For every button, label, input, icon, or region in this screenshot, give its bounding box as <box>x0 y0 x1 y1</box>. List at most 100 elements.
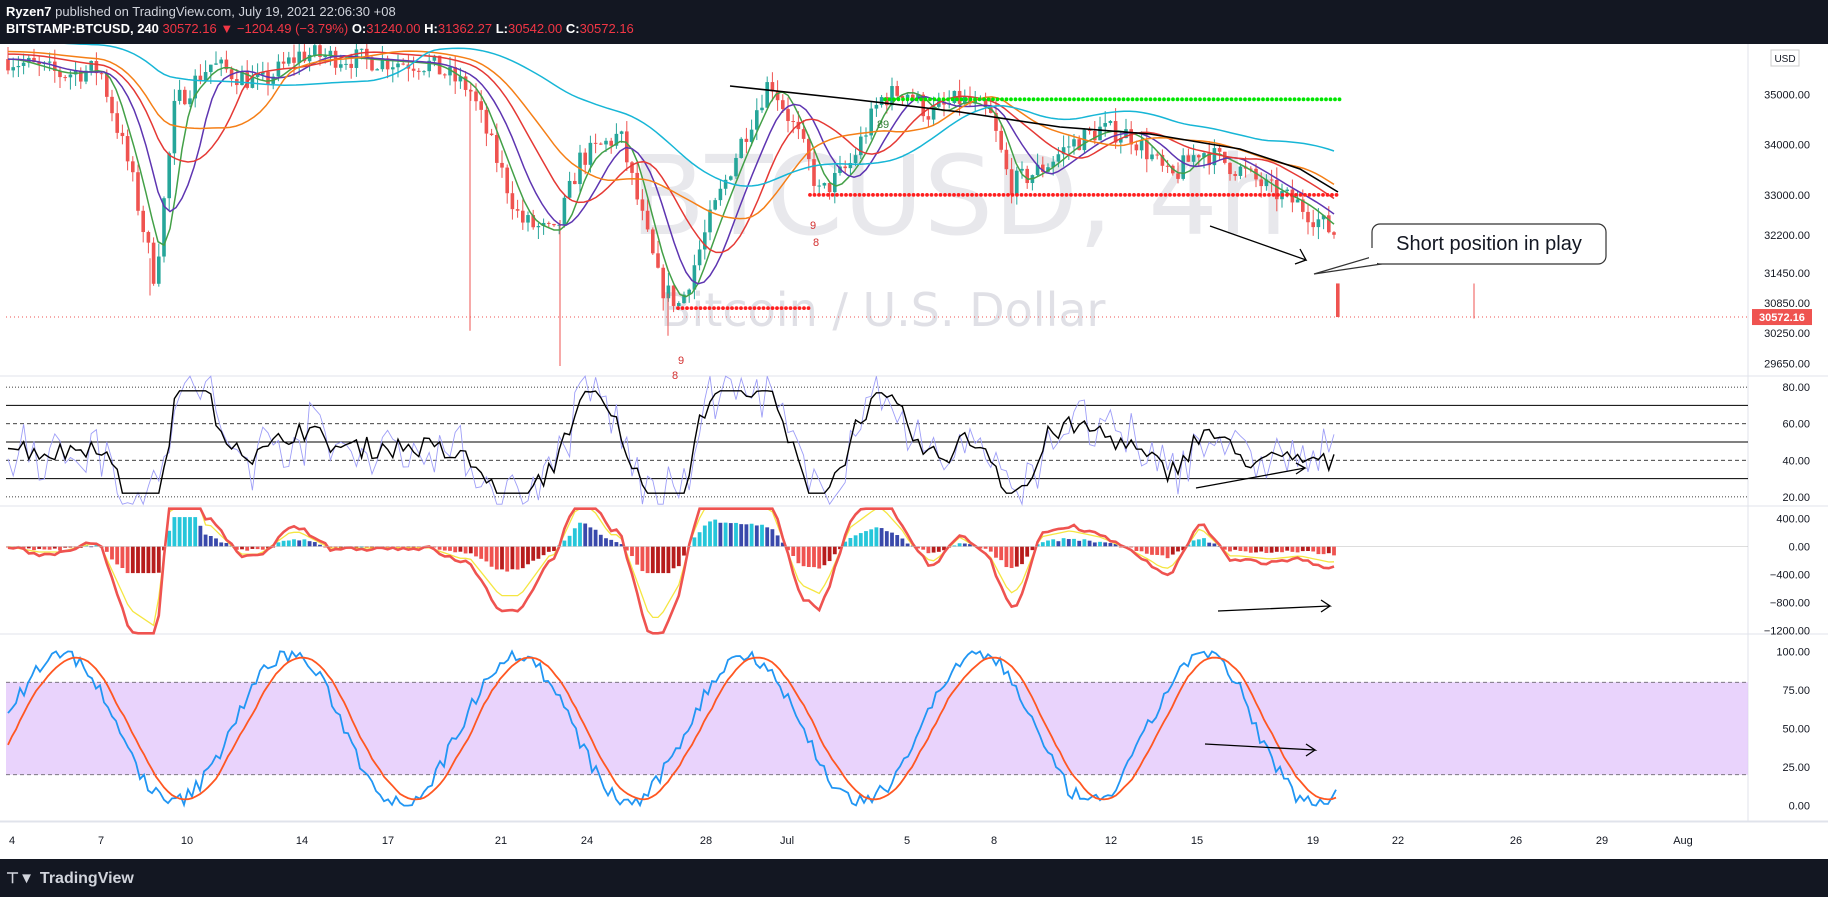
low-level-dot <box>698 306 703 310</box>
macd-histogram-bar <box>832 546 837 555</box>
macd-histogram-bar <box>874 527 879 547</box>
green-level-dot <box>1135 97 1139 102</box>
green-level-dot <box>1067 97 1072 102</box>
candle-body <box>937 101 941 107</box>
resistance-dot <box>1208 193 1213 197</box>
candle-body <box>448 67 452 76</box>
publisher-name[interactable]: Ryzen7 <box>6 4 52 19</box>
macd-histogram-bar <box>723 522 728 547</box>
green-level-dot <box>896 97 901 102</box>
macd-histogram-bar <box>68 546 73 548</box>
macd-histogram-bar <box>1274 546 1279 552</box>
macd-histogram-bar <box>916 546 920 549</box>
time-axis: 4 7 10 14 17 21 24 28 Jul 5 8 12 15 19 22 26 29 Aug <box>9 835 1693 847</box>
symbol-name[interactable]: BITSTAMP:BTCUSD, 240 <box>6 21 159 36</box>
resistance-dot <box>1114 193 1118 197</box>
candle-body <box>718 188 723 201</box>
resistance-dot <box>830 193 835 197</box>
candle-body <box>656 253 660 268</box>
macd-histogram-bar <box>47 546 52 550</box>
candle-body <box>115 113 119 133</box>
candle-body <box>999 130 1003 150</box>
resistance-dot <box>1280 193 1285 197</box>
price-tick-label: 29650.00 <box>1764 358 1810 370</box>
macd-histogram-bar <box>827 546 832 562</box>
candle-body <box>1160 154 1165 166</box>
candle-body <box>411 68 416 71</box>
candle-body <box>739 138 743 158</box>
annotation-callout[interactable]: Short position in play <box>1313 223 1607 275</box>
candle-body <box>47 61 52 63</box>
stoch-tick-label: 75.00 <box>1782 685 1810 697</box>
green-level-dot <box>1027 97 1031 102</box>
currency-label: USD <box>1774 54 1795 65</box>
candle-body <box>1197 155 1201 158</box>
green-level-dot <box>1090 97 1094 102</box>
chart-canvas[interactable]: BTCUSD, 4h Bitcoin / U.S. Dollar 8 99898 … <box>0 44 1828 859</box>
resistance-dot <box>1127 193 1132 197</box>
macd-line <box>7 507 1335 635</box>
resistance-dot <box>866 193 871 197</box>
green-level-dot <box>1004 97 1009 102</box>
green-level-dot <box>1162 97 1166 102</box>
resistance-dot <box>1015 193 1019 197</box>
candle-body <box>1155 154 1159 156</box>
resistance-dot <box>1091 193 1096 197</box>
green-level-dot <box>1175 97 1180 102</box>
tradingview-logo[interactable]: ⊤▼ TradingView <box>6 869 134 888</box>
macd-histogram-bar <box>468 546 473 554</box>
green-level-dot <box>1328 97 1333 102</box>
time-tick-label: 8 <box>991 835 997 847</box>
resistance-dot <box>1033 193 1037 197</box>
green-level-dot <box>1333 97 1337 102</box>
resistance-dot <box>911 193 916 197</box>
sequential-count-label: 9 <box>678 355 684 367</box>
macd-histogram-bar <box>1061 538 1066 547</box>
resistance-dot <box>1334 193 1339 197</box>
resistance-dot <box>1105 193 1109 197</box>
resistance-dot <box>1136 193 1141 197</box>
resistance-dot <box>884 193 889 197</box>
time-tick-label: 12 <box>1105 835 1117 847</box>
moving-average-black-line <box>729 85 1339 193</box>
candle-body <box>874 104 879 109</box>
candle-body <box>1103 123 1107 127</box>
resistance-dot <box>1177 193 1181 197</box>
low-level-dot <box>712 306 716 310</box>
candle-body <box>484 109 489 134</box>
macd-histogram-bar <box>650 546 655 574</box>
green-level-dot <box>937 97 941 102</box>
green-level-dot <box>1121 97 1126 102</box>
resistance-dot <box>1109 193 1114 197</box>
resistance-dot <box>889 193 893 197</box>
candle-body <box>500 162 504 168</box>
macd-histogram-bar <box>1259 546 1264 552</box>
green-level-dot <box>905 97 910 102</box>
candle-body <box>817 185 821 187</box>
candle-body <box>848 162 853 169</box>
macd-histogram-bar <box>312 542 317 547</box>
candle-body <box>318 45 322 57</box>
time-tick-label: Jul <box>780 835 794 847</box>
macd-histogram-bar <box>567 535 572 547</box>
macd-signal-line <box>7 508 1335 627</box>
green-level-dot <box>946 97 950 102</box>
price-tick-label: 30250.00 <box>1764 328 1810 340</box>
candle-body <box>172 100 177 154</box>
time-tick-label: 7 <box>98 835 104 847</box>
green-level-dot <box>1031 97 1036 102</box>
macd-histogram-bar <box>1290 546 1295 552</box>
rsi-line <box>7 390 1335 494</box>
candle-body <box>1186 155 1191 162</box>
macd-histogram-bar <box>1087 540 1092 547</box>
candle-body <box>630 162 634 173</box>
candle-body <box>313 45 317 55</box>
macd-histogram-bar <box>640 546 645 572</box>
macd-histogram-bar <box>952 545 957 547</box>
candle-body <box>677 303 681 306</box>
price-tick-label: 35000.00 <box>1764 89 1810 101</box>
macd-histogram-bar <box>463 546 468 554</box>
candle-body <box>167 153 171 199</box>
macd-histogram-bar <box>666 546 671 574</box>
